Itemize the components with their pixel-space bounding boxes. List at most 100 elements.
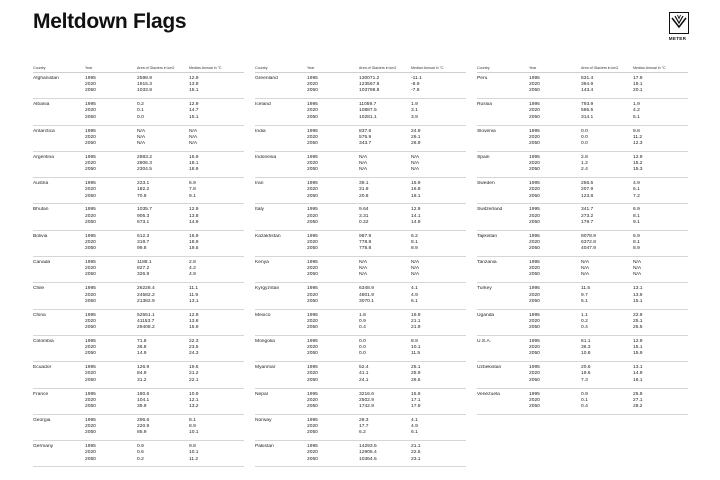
area-cell: 2598.9: [137, 76, 152, 81]
temp-cell: 8.9: [411, 338, 418, 344]
year-cell: 1995: [307, 260, 318, 266]
country-rows: 1995 61.1 12.9 2020 36.3 15.1 2050 10.8 15.9: [529, 339, 688, 361]
year-cell: 2020: [85, 371, 96, 377]
year-cell: 1995: [307, 102, 318, 108]
area-cell: 987.9: [359, 233, 372, 239]
area-cell: 296.6: [137, 417, 150, 423]
country-rows: 1995 837.6 24.9 2020 575.9 26.1 2050 343.7 26.9: [307, 129, 466, 151]
temp-cell: 9.1: [189, 193, 196, 199]
table-row: 1995 612.3 16.9: [85, 234, 244, 240]
year-cell: 2050: [529, 351, 540, 357]
table-row: 2020 778.8 8.1: [307, 240, 466, 246]
table-row: 1995 8078.9 6.9: [529, 234, 688, 240]
country-name: Greenland: [255, 76, 278, 81]
year-cell: 2050: [307, 351, 318, 357]
temp-cell: 6.2: [411, 233, 418, 239]
year-cell: 2050: [307, 167, 318, 173]
area-cell: N/A: [359, 167, 368, 173]
temp-cell: 14.9: [189, 219, 199, 225]
temp-cell: 18.9: [189, 167, 199, 173]
table-row: 2020 24582.2 11.9: [85, 293, 244, 299]
year-cell: 1995: [85, 128, 96, 134]
area-cell: N/A: [359, 266, 368, 272]
year-cell: 1995: [307, 391, 318, 397]
temp-cell: 13.1: [633, 286, 643, 292]
temp-cell: 19.1: [633, 82, 643, 88]
header-area: Area of Glaciers in km2: [359, 66, 397, 70]
table-row: 1995 1035.7 12.9: [85, 207, 244, 213]
country-name: Kazakhstan: [255, 233, 281, 239]
temp-cell: 21.1: [411, 444, 421, 450]
area-cell: 0.2: [137, 456, 144, 462]
country-rows: 1995 612.3 16.9 2020 319.7 18.9 2050 99.8 19.5: [85, 234, 244, 256]
country-rows: 1995 341.7 6.9 2020 273.2 8.1 2050 179.7 9.1: [529, 207, 688, 229]
year-cell: 2050: [529, 403, 540, 409]
area-cell: 99.8: [137, 246, 147, 252]
area-cell: 326.9: [137, 272, 150, 278]
temp-cell: 5.1: [633, 114, 640, 120]
country-rows: 1995 26228.4 11.1 2020 24582.2 11.9 2050 21382.…: [85, 286, 244, 308]
area-cell: 3216.6: [359, 391, 374, 397]
year-cell: 2020: [307, 424, 318, 430]
table-row: 2020 N/A N/A: [85, 135, 244, 141]
temp-cell: 11.5: [411, 351, 421, 357]
header-country: Country: [477, 66, 490, 70]
country-name: Germany: [33, 444, 54, 450]
logo-text: METER: [668, 36, 687, 41]
year-cell: 1995: [307, 338, 318, 344]
area-cell: 0.0: [137, 114, 144, 120]
year-cell: 1995: [85, 260, 96, 266]
area-cell: 11059.7: [359, 102, 377, 108]
year-cell: 1995: [85, 286, 96, 292]
country-name: Tajikistan: [477, 233, 498, 239]
table-row: 1995 52.4 25.1: [307, 365, 466, 371]
temp-cell: 6.1: [411, 430, 418, 436]
year-cell: 2050: [307, 88, 318, 94]
area-cell: 10364.5: [359, 456, 377, 462]
year-cell: 1995: [529, 207, 540, 213]
area-cell: 778.8: [359, 246, 372, 252]
year-cell: 2020: [529, 397, 540, 403]
area-cell: 341.7: [581, 207, 594, 213]
area-cell: 41.1: [359, 371, 369, 377]
country-block: Myanmar 1995 52.4 25.1 2020 41.1 25.9 2050 24.1 2…: [255, 362, 466, 389]
temp-cell: N/A: [633, 266, 642, 272]
year-cell: 1995: [307, 76, 318, 81]
table-row: 1995 61.1 12.9: [529, 339, 688, 345]
temp-cell: 22.3: [189, 338, 199, 344]
country-block: Afghanistan 1995 2598.9 12.9 2020 1915.3 13.9 2…: [33, 73, 244, 100]
year-cell: 2020: [307, 161, 318, 167]
data-grid: Country Year Area of Glaciers in km2 Median…: [33, 66, 688, 468]
country-block: Austria 1995 223.1 6.9 2020 182.2 7.8 2050 70.9 9…: [33, 178, 244, 205]
area-cell: 905.3: [137, 213, 150, 219]
area-cell: 0.9: [581, 391, 588, 397]
temp-cell: 25.9: [411, 371, 421, 377]
country-rows: 1995 2.8 12.9 2020 1.2 15.2 2050 2.4 15.3: [529, 155, 688, 177]
year-cell: 2050: [85, 272, 96, 278]
table-row: 1995 837.6 24.9: [307, 129, 466, 135]
table-row: 2020 0.6 10.1: [85, 450, 244, 456]
table-row: 1995 341.7 6.9: [529, 207, 688, 213]
year-cell: 1995: [529, 128, 540, 134]
table-row: 1995 793.9 1.9: [529, 102, 688, 108]
country-block: Bhutan 1995 1035.7 12.9 2020 905.3 13.8 2050 673…: [33, 204, 244, 231]
area-cell: N/A: [581, 260, 590, 266]
temp-cell: 10.9: [189, 391, 199, 397]
area-cell: 827.2: [137, 266, 150, 272]
country-rows: 1995 11.5 13.1 2020 9.7 13.9 2050 5.1 15.1: [529, 286, 688, 308]
table-row: 2020 0.0 11.2: [529, 135, 688, 141]
area-cell: 130071.2: [359, 76, 380, 81]
table-row: 2050 0.4 25.5: [529, 325, 688, 331]
country-name: China: [33, 312, 46, 318]
temp-cell: 4.1: [411, 286, 418, 292]
table-row: 2050 14.9 24.3: [85, 351, 244, 357]
temp-cell: N/A: [633, 272, 642, 278]
year-cell: 2050: [529, 219, 540, 225]
country-block: France 1995 180.6 10.9 2020 104.1 12.1 2050 39.9…: [33, 389, 244, 415]
temp-cell: 23.5: [189, 345, 199, 351]
area-cell: N/A: [581, 272, 590, 278]
temp-cell: 4.1: [411, 417, 418, 423]
year-cell: 2020: [85, 82, 96, 88]
year-cell: 2020: [307, 345, 318, 351]
temp-cell: 23.1: [411, 456, 421, 462]
